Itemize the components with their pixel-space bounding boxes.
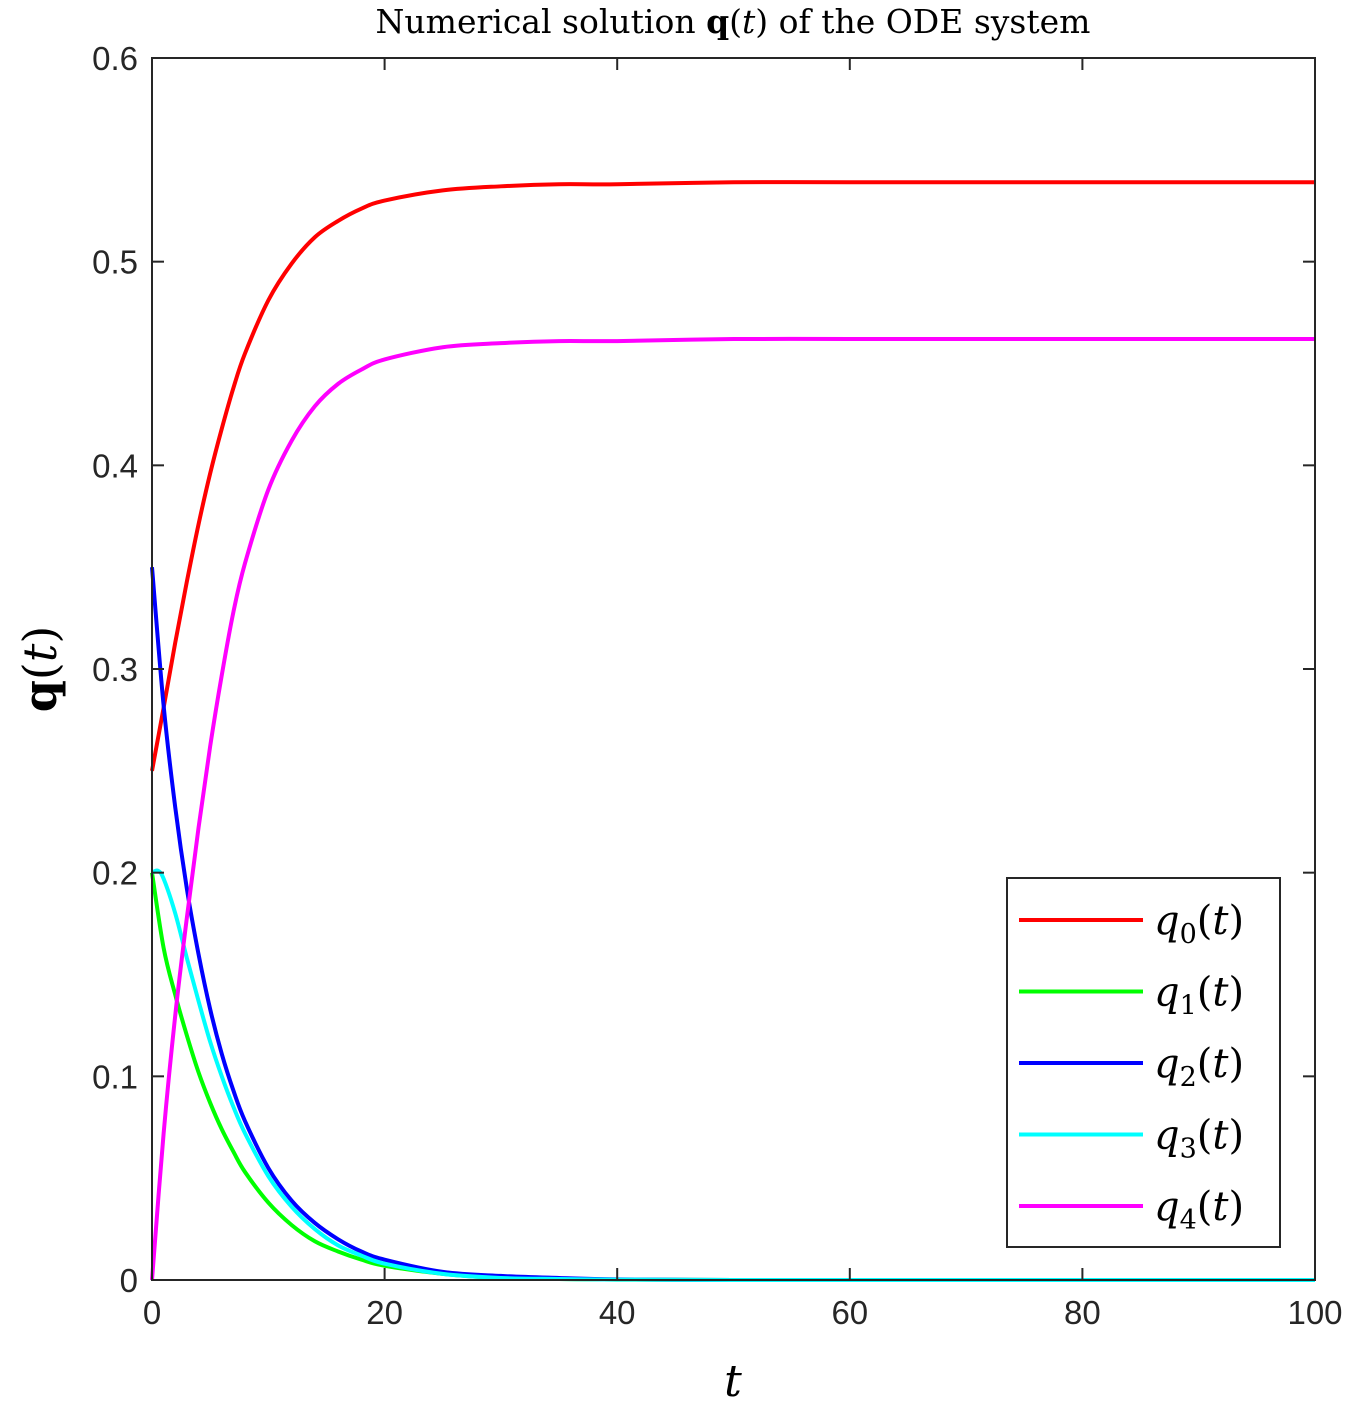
legend-label-q3: q3(t) [1154, 1113, 1244, 1165]
plot-frame [151, 57, 1316, 1281]
y-tick-label: 0.2 [92, 855, 138, 892]
series-line-q0 [150, 180, 1315, 772]
x-tick-label: 60 [831, 1294, 868, 1331]
legend: q0(t) q1(t) q2(t) q3(t) q4(t) [1006, 877, 1281, 1248]
x-tick-label: 80 [1064, 1294, 1101, 1331]
y-tick-label: 0.6 [92, 40, 138, 77]
y-tick-label: 0.3 [92, 651, 138, 688]
x-axis-label: t [724, 1356, 742, 1406]
y-tick-label: 0.5 [92, 244, 138, 281]
y-tick-label: 0 [120, 1262, 138, 1299]
legend-label-q2: q2(t) [1154, 1041, 1244, 1093]
x-tick-label: 100 [1287, 1294, 1342, 1331]
y-axis-label: q(t) [13, 626, 67, 713]
legend-label-q4: q4(t) [1154, 1184, 1244, 1236]
ticks-layer: 0 20 40 60 80 100 0 0.1 0.2 0.3 0.4 0.5 0.6 [92, 40, 1342, 1331]
series-line-q4 [150, 336, 1315, 1281]
x-tick-label: 20 [366, 1294, 403, 1331]
chart-title: Numerical solution q(t) of the ODE syste… [376, 2, 1091, 41]
legend-items: q0(t) q1(t) q2(t) q3(t) q4(t) [1019, 898, 1244, 1236]
legend-label-q1: q1(t) [1154, 970, 1244, 1022]
y-tick-label: 0.4 [92, 447, 138, 484]
y-tick-label: 0.1 [92, 1058, 138, 1095]
series-layer [150, 180, 1315, 1283]
x-tick-label: 0 [143, 1294, 161, 1331]
x-tick-label: 40 [599, 1294, 636, 1331]
legend-label-q0: q0(t) [1154, 898, 1244, 950]
